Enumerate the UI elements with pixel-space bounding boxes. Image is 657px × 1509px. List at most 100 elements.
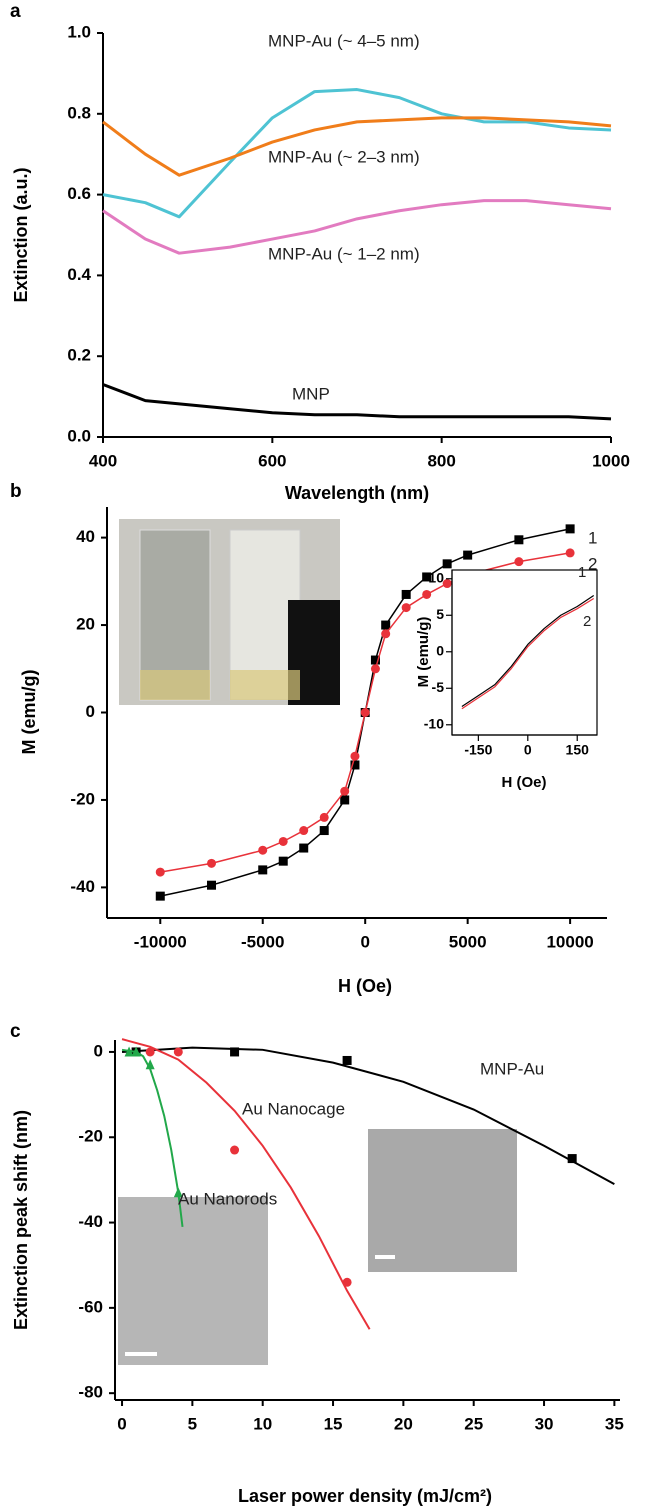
y-tick-label: 0 [94,1041,103,1060]
marker [155,891,165,901]
y-tick-label: 0.2 [67,346,91,365]
marker [342,1277,352,1287]
marker [463,550,473,560]
x-tick-label: 1000 [592,451,630,470]
x-tick-label: 150 [566,742,590,758]
marker [145,1047,155,1057]
y-tick-label: -10 [424,715,444,731]
y-tick-label: 40 [76,527,95,546]
panel-label: b [10,481,22,502]
marker [340,786,350,796]
marker [278,856,288,866]
series-line [461,597,595,710]
y-tick-label: -80 [78,1383,103,1402]
marker [258,845,268,855]
marker [381,629,391,639]
series-line [102,88,612,219]
series-label: 2 [588,554,597,573]
marker [442,559,452,569]
series-label: 1 [588,528,597,547]
y-tick-label: 1.0 [67,22,91,41]
y-tick-label: -20 [70,789,95,808]
x-tick-label: 0 [117,1414,126,1433]
x-tick-label: 25 [464,1414,483,1433]
y-tick-label: -20 [78,1127,103,1146]
marker [370,664,380,674]
series-label: 1 [578,564,586,581]
x-axis-label: Laser power density (mJ/cm²) [238,1486,492,1506]
y-tick-label: 10 [428,569,444,585]
marker [442,579,452,589]
panel-label: c [10,1021,21,1042]
y-axis-label: Extinction peak shift (nm) [11,1110,31,1330]
y-tick-label: 0.6 [67,184,91,203]
x-tick-label: 30 [535,1414,554,1433]
marker [401,589,411,599]
marker [131,1046,141,1057]
y-tick-label: 0 [86,702,95,721]
x-tick-label: -5000 [241,932,284,951]
marker [360,708,370,717]
series-label: Au Nanorods [178,1189,277,1208]
x-tick-label: 5 [188,1414,197,1433]
series-line [102,116,612,177]
series-label: MNP-Au (~ 2–3 nm) [268,147,420,166]
x-tick-label: 35 [605,1414,624,1433]
series-label: MNP-Au (~ 4–5 nm) [268,31,420,50]
marker [299,826,309,836]
y-tick-label: -40 [78,1212,103,1231]
fit-line [121,1046,615,1186]
marker [145,1059,155,1070]
y-tick-label: -5 [432,679,445,695]
marker [401,603,411,613]
marker [422,589,432,599]
y-tick-label: 0.8 [67,103,91,122]
x-tick-label: 5000 [449,932,487,951]
marker [340,795,350,805]
marker [124,1046,134,1057]
marker [173,1187,183,1198]
x-tick-label: 400 [89,451,117,470]
marker [514,557,524,567]
series-line [461,595,595,708]
marker [381,620,391,630]
marker [319,826,329,836]
marker [207,858,217,868]
panel-label: a [10,1,21,22]
marker [278,836,288,846]
x-axis-label: H (Oe) [502,774,547,791]
photo-nanorods [118,1197,268,1365]
x-tick-label: 10000 [546,932,593,951]
marker [155,867,165,877]
y-axis-label: M (emu/g) [415,617,432,688]
marker [565,524,575,534]
x-tick-label: -150 [464,742,492,758]
x-tick-label: 600 [258,451,286,470]
y-tick-label: -40 [70,877,95,896]
x-tick-label: -10000 [134,932,187,951]
x-tick-label: 10 [253,1414,272,1433]
y-axis-label: M (emu/g) [19,670,39,755]
marker [258,865,268,875]
fit-line [121,1038,371,1330]
x-tick-label: 15 [324,1414,343,1433]
photo-nanocage [368,1129,517,1272]
marker [422,572,432,582]
y-tick-label: 20 [76,615,95,634]
x-tick-label: 0 [360,932,369,951]
series-label: 2 [583,613,591,630]
y-axis-label: Extinction (a.u.) [11,167,31,302]
series-line [102,383,612,421]
y-tick-label: 0.0 [67,426,91,445]
marker [207,880,217,890]
series-label: MNP-Au [480,1059,544,1078]
series-line [102,199,612,255]
marker [350,760,360,770]
x-axis-label: H (Oe) [338,976,392,996]
photo-cuvettes [119,519,340,705]
series-label: Au Nanocage [242,1099,345,1118]
y-tick-label: 0.4 [67,265,91,284]
marker [173,1047,183,1057]
